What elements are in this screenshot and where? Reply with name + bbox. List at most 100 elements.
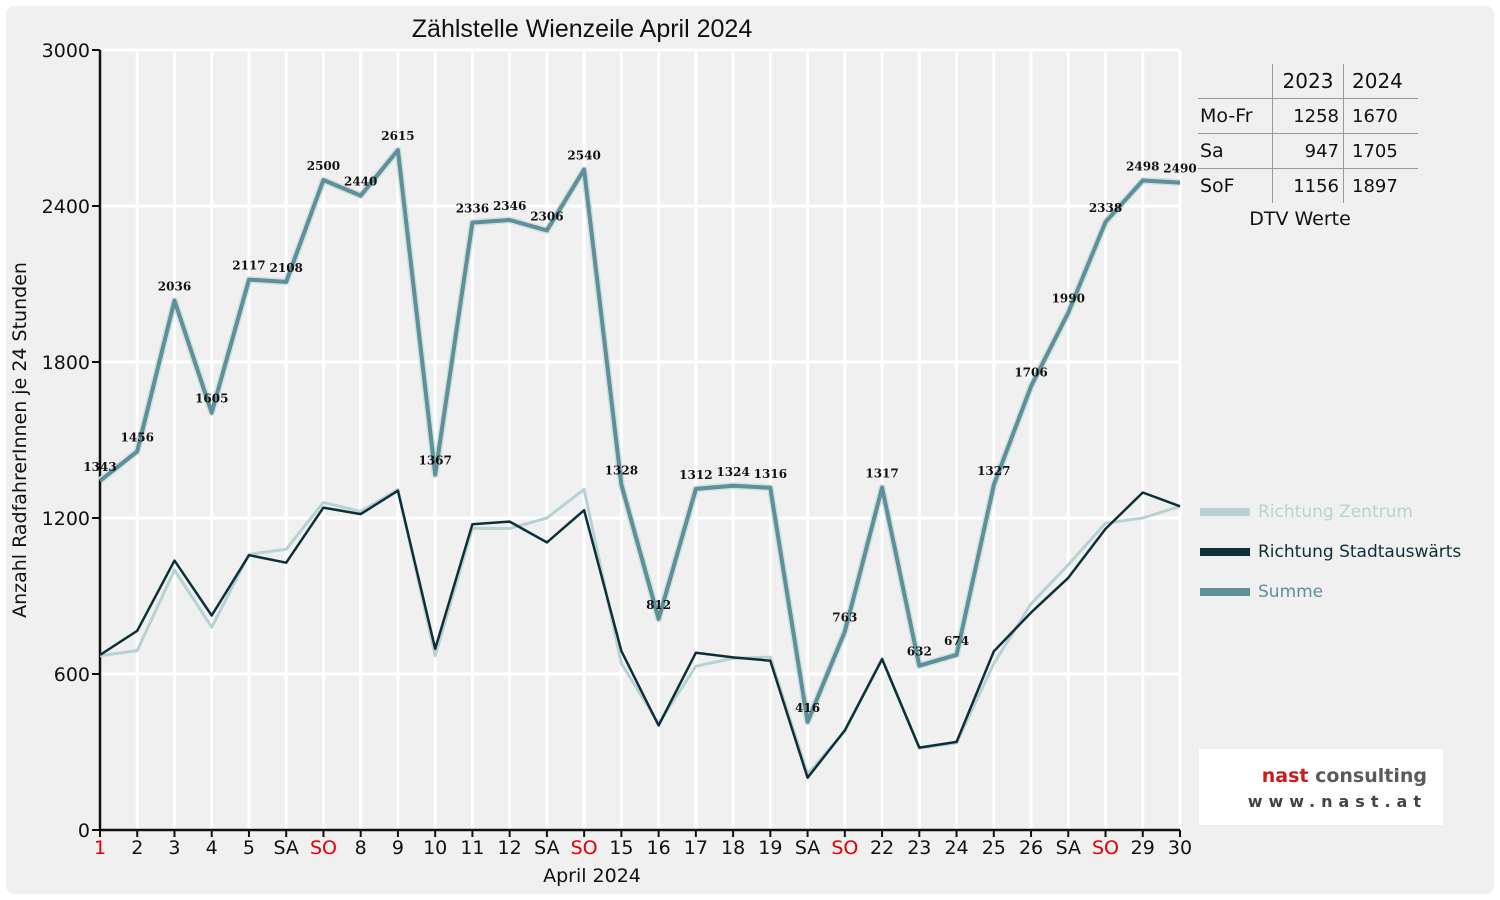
legend-swatch <box>1200 508 1250 516</box>
y-tick-label: 1800 <box>42 352 90 374</box>
dtv-cell: 1156 <box>1272 168 1344 203</box>
y-tick-label: 1200 <box>42 508 90 530</box>
x-tick-label: SA <box>534 837 559 859</box>
x-tick-label: 23 <box>907 837 931 859</box>
x-tick-label: 17 <box>684 837 708 859</box>
logo-name-suffix: consulting <box>1308 765 1427 787</box>
x-tick-label: 8 <box>355 837 367 859</box>
x-tick-label: 18 <box>721 837 745 859</box>
legend-label: Richtung Zentrum <box>1258 502 1413 522</box>
x-tick-label: 24 <box>944 837 968 859</box>
x-tick-label: 25 <box>982 837 1006 859</box>
legend-item-stadtauswaerts: Richtung Stadtauswärts <box>1200 532 1461 572</box>
series-layer <box>97 146 1181 779</box>
x-tick-label: SA <box>1056 837 1081 859</box>
dtv-cell: 947 <box>1272 133 1344 169</box>
data-label: 2338 <box>1089 201 1122 215</box>
legend-swatch <box>1200 548 1250 556</box>
data-label: 2498 <box>1126 160 1159 174</box>
x-tick-label: SO <box>571 837 598 859</box>
x-tick-label: 30 <box>1168 837 1192 859</box>
x-tick-label: 5 <box>243 837 255 859</box>
y-tick-label: 3000 <box>42 40 90 62</box>
x-tick-label: SA <box>273 837 298 859</box>
x-tick-label: SO <box>831 837 858 859</box>
data-label: 632 <box>907 645 932 659</box>
x-tick-label: SO <box>1092 837 1119 859</box>
dtv-cell: 1897 <box>1343 168 1418 203</box>
logo-name: nast consulting <box>1199 765 1427 787</box>
data-label: 763 <box>832 611 857 625</box>
data-label: 2108 <box>270 261 303 275</box>
dtv-row: Mo-Fr 1258 1670 <box>1198 98 1418 134</box>
chart-title: Zählstelle Wienzeile April 2024 <box>412 15 753 43</box>
data-label: 2500 <box>307 159 340 173</box>
grid <box>100 48 1182 830</box>
x-tick-label: 19 <box>758 837 782 859</box>
logo-name-prefix: nast <box>1261 765 1309 787</box>
dtv-cell: SoF <box>1200 175 1235 197</box>
dtv-header-cell: 2023 <box>1272 64 1344 99</box>
x-tick-label: 4 <box>206 837 218 859</box>
data-label: 1317 <box>865 467 898 481</box>
x-tick-label: 15 <box>609 837 633 859</box>
legend-label: Summe <box>1258 582 1324 602</box>
data-label: 1316 <box>754 467 787 481</box>
legend-item-summe: Summe <box>1200 572 1461 612</box>
series-line-summe <box>98 148 1181 724</box>
dtv-cell: 1670 <box>1343 98 1418 134</box>
logo-url: www.nast.at <box>1247 792 1427 811</box>
data-label: 1605 <box>195 392 228 406</box>
dtv-header-row: 2023 2024 <box>1198 64 1418 99</box>
x-tick-label: 1 <box>94 837 106 859</box>
data-label: 2346 <box>493 199 526 213</box>
x-tick-label: 22 <box>870 837 894 859</box>
x-tick-label: 11 <box>460 837 484 859</box>
dtv-row: Sa 947 1705 <box>1198 133 1418 169</box>
dtv-cell: 1258 <box>1272 98 1344 134</box>
data-label: 2540 <box>567 149 600 163</box>
dtv-row: SoF 1156 1897 <box>1198 168 1418 203</box>
x-tick-label: 2 <box>131 837 143 859</box>
data-label: 2490 <box>1163 162 1196 176</box>
data-label: 1312 <box>679 468 712 482</box>
legend-item-zentrum: Richtung Zentrum <box>1200 492 1461 532</box>
legend-label: Richtung Stadtauswärts <box>1258 542 1462 562</box>
x-tick-label: 3 <box>168 837 180 859</box>
y-axis-title: Anzahl RadfahrerInnen je 24 Stunden <box>9 262 31 618</box>
data-label: 2336 <box>456 202 489 216</box>
y-tick-label: 2400 <box>42 196 90 218</box>
company-logo: nast consulting www.nast.at <box>1199 749 1443 825</box>
series-line-richtung-zentrum <box>99 487 1181 776</box>
data-label: 2306 <box>530 209 563 223</box>
x-tick-label: 9 <box>392 837 404 859</box>
dtv-cell: 1705 <box>1343 133 1418 169</box>
plot-area <box>100 50 1180 830</box>
data-label: 1328 <box>605 464 638 478</box>
data-label: 1324 <box>716 465 749 479</box>
dtv-cell: Mo-Fr <box>1198 98 1273 134</box>
dtv-header-cell: 2024 <box>1343 64 1418 99</box>
data-label: 1990 <box>1052 292 1085 306</box>
data-labels: 1343 1456 2036 1605 2117 2108 2500 2440 2615 1367… <box>83 129 1196 715</box>
y-tick-label: 0 <box>78 820 90 842</box>
y-tick-label: 600 <box>54 664 90 686</box>
data-label: 2440 <box>344 175 377 189</box>
data-label: 2117 <box>232 259 265 273</box>
data-label: 416 <box>795 701 820 715</box>
data-label: 1706 <box>1014 365 1047 379</box>
data-label: 1367 <box>418 454 451 468</box>
data-label: 1456 <box>121 430 154 444</box>
data-label: 2615 <box>381 129 414 143</box>
data-label: 1327 <box>977 464 1010 478</box>
data-label: 674 <box>944 634 969 648</box>
dtv-header-cell <box>1198 64 1273 99</box>
x-tick-label: SO <box>310 837 337 859</box>
data-label: 2036 <box>158 280 191 294</box>
data-label: 1343 <box>83 460 116 474</box>
x-axis-title: April 2024 <box>543 865 641 887</box>
dtv-table: 2023 2024 Mo-Fr 1258 1670 Sa 947 1705 So… <box>1198 64 1418 203</box>
dtv-cell: Sa <box>1198 133 1273 169</box>
